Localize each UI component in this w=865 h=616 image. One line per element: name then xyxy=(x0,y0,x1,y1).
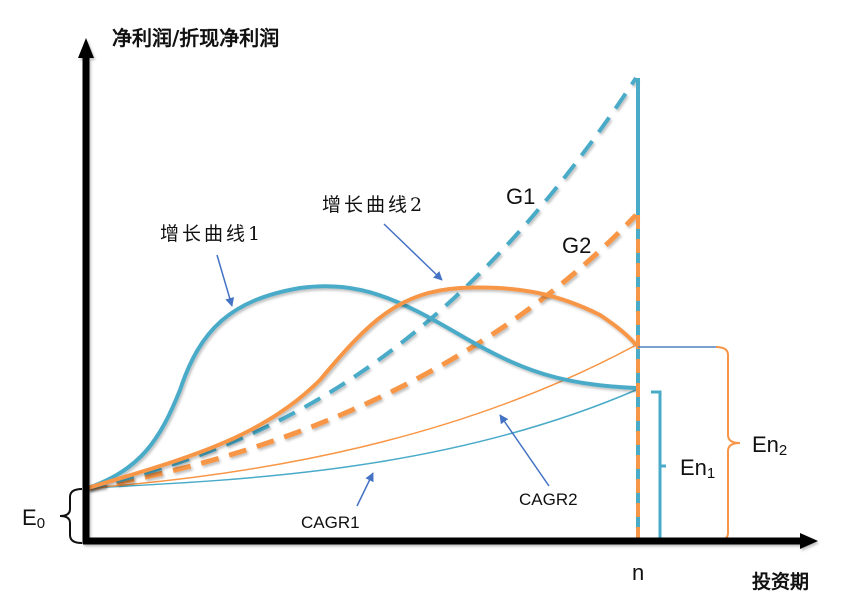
cagr2-line xyxy=(87,344,637,489)
cagr1-line xyxy=(87,389,637,489)
g2-dashed-line xyxy=(87,213,638,491)
x-axis-arrowhead xyxy=(800,533,818,549)
axes xyxy=(78,38,818,549)
en2-brace xyxy=(715,346,741,542)
en1-label-main: En xyxy=(680,455,707,480)
cagr2-label: CAGR2 xyxy=(519,490,578,509)
g2-label: G2 xyxy=(562,233,592,258)
g1-label: G1 xyxy=(506,184,536,209)
curve2-pointer-arrow xyxy=(383,223,443,281)
en2-label-sub: 2 xyxy=(778,442,788,459)
growth-curve-1 xyxy=(87,284,637,490)
en1-label: En1 xyxy=(680,455,716,482)
e0-label-main: E xyxy=(22,505,37,530)
x-axis-title: 投资期 xyxy=(752,571,810,593)
curve1-label: 增长曲线1 xyxy=(160,223,264,245)
en1-label-sub: 1 xyxy=(706,465,716,482)
e0-brace xyxy=(59,488,83,544)
cagr2-pointer-arrow xyxy=(499,414,550,487)
en2-label: En2 xyxy=(752,432,788,459)
y-axis-arrowhead xyxy=(78,38,94,58)
curve1-pointer-arrow xyxy=(216,254,235,307)
e0-label-sub: 0 xyxy=(36,515,46,532)
growth-curve-2 xyxy=(87,285,638,490)
e0-label: E0 xyxy=(22,505,46,532)
cagr1-pointer-arrow xyxy=(356,472,374,507)
cagr1-label: CAGR1 xyxy=(301,513,360,532)
x-tick-n: n xyxy=(632,560,645,585)
curve2-label: 增长曲线2 xyxy=(322,194,426,216)
g1-dashed-line xyxy=(87,76,638,490)
en1-bracket xyxy=(651,390,666,542)
en2-label-main: En xyxy=(752,432,779,457)
y-axis-title: 净利润/折现净利润 xyxy=(112,26,280,50)
